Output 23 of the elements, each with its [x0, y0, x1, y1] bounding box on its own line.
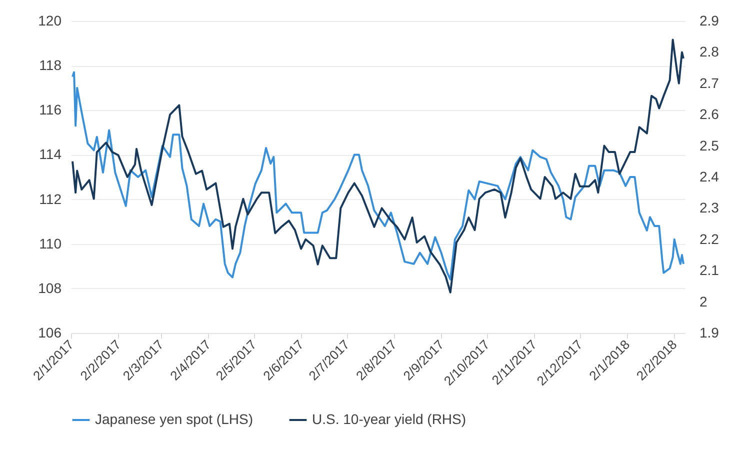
y-tick-label: 112: [39, 190, 62, 207]
y2-tick-label: 2.4: [700, 168, 720, 184]
y2-tick-label: 1.9: [700, 324, 720, 340]
y2-tick-label: 2.6: [700, 106, 720, 122]
y2-tick-label: 2.5: [700, 137, 720, 154]
y-tick-label: 108: [38, 280, 62, 296]
y2-tick-label: 2.1: [700, 262, 720, 278]
legend-label: Japanese yen spot (LHS): [95, 411, 253, 427]
legend-label: U.S. 10-year yield (RHS): [312, 411, 466, 427]
y-tick-label: 110: [39, 235, 62, 252]
y-tick-label: 106: [38, 324, 62, 340]
y2-tick-label: 2.3: [700, 200, 720, 216]
y2-tick-label: 2.7: [700, 74, 720, 91]
y-tick-label: 114: [39, 146, 62, 162]
y-tick-label: 120: [38, 12, 62, 28]
line-series: [72, 38, 684, 294]
y2-tick-label: 2.9: [700, 12, 720, 28]
y-tick-label: 118: [39, 57, 62, 74]
y2-tick-label: 2.2: [700, 230, 720, 247]
y2-tick-label: 2.8: [700, 44, 720, 60]
y-tick-label: 116: [39, 102, 62, 118]
line-series: [72, 71, 684, 281]
y2-tick-label: 2: [700, 293, 708, 310]
